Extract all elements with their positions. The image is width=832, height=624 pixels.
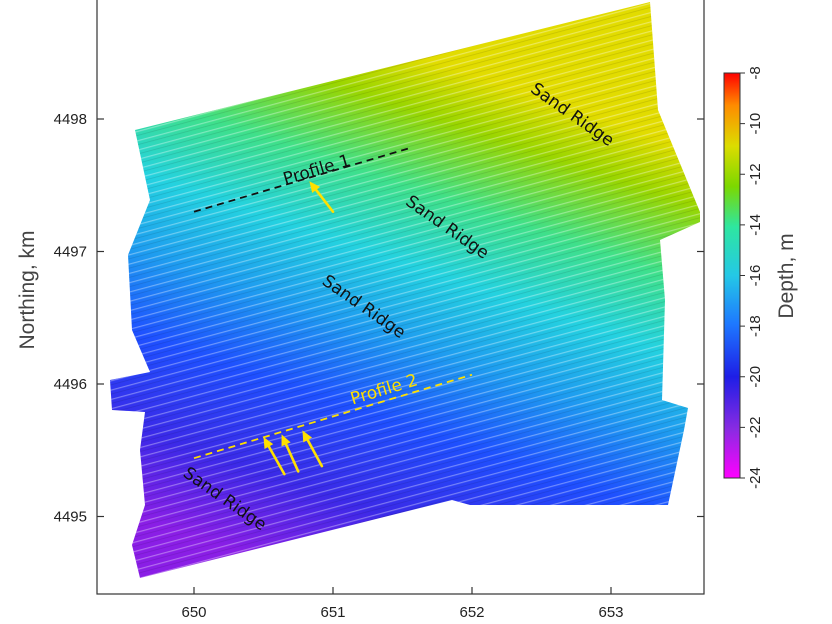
colorbar-tick-label: -14 [747,214,764,236]
x-tick-label: 650 [181,604,206,621]
colorbar-tick-label: -12 [747,163,764,185]
y-tick-label: 4496 [54,376,87,393]
colorbar [723,72,741,479]
colorbar-ticks: -8 -10 -12 -14 -16 -18 -20 -22 -24 [740,66,764,489]
colorbar-tick-label: -22 [747,417,764,439]
y-tick-label: 4495 [54,509,87,526]
x-tick-label: 653 [598,604,623,621]
y-tick-label: 4497 [54,244,87,261]
colorbar-tick-label: -18 [747,315,764,337]
y-axis-ticks: 4495 4496 4497 4498 [54,111,704,526]
y-tick-label: 4498 [54,111,87,128]
y-axis-label: Northing, km [16,230,39,349]
yellow-arrow-icon [263,437,286,476]
colorbar-label: Depth, m [775,233,798,318]
profile-line [193,147,410,213]
colorbar-tick-label: -8 [747,66,764,79]
colorbar-tick-label: -16 [747,265,764,287]
colorbar-tick-label: -10 [747,113,764,135]
x-axis-ticks: 650 651 652 653 [181,587,624,621]
feature-arrows [263,181,335,476]
plot-frame [96,0,705,595]
yellow-arrow-icon [309,181,335,214]
survey-swath-texture [110,2,700,578]
yellow-arrow-icon [281,434,300,473]
x-tick-label: 652 [459,604,484,621]
profile-line [193,373,473,460]
colorbar-tick-label: -20 [747,366,764,388]
x-tick-label: 651 [320,604,345,621]
colorbar-tick-label: -24 [747,467,764,489]
yellow-arrow-icon [302,430,324,468]
